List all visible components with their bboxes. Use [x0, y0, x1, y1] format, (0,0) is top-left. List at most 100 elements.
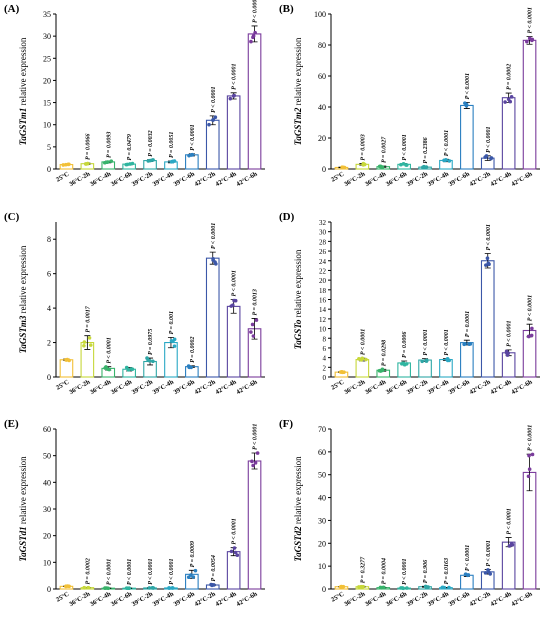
data-point — [420, 359, 424, 363]
bar — [248, 34, 261, 169]
data-point — [463, 342, 467, 346]
p-value-label: P < 0.0001 — [360, 329, 366, 355]
data-point — [447, 586, 451, 590]
x-tick-label: 42°C-4h — [214, 590, 238, 608]
data-point — [194, 569, 198, 573]
data-point — [109, 159, 113, 163]
data-point — [249, 40, 253, 44]
y-tick-label: 4 — [323, 355, 327, 363]
data-point — [64, 358, 68, 362]
x-tick-label: 39°C-4h — [427, 378, 451, 396]
y-axis-label-suffix: relative expression — [18, 245, 28, 315]
y-axis-label-suffix: relative expression — [293, 249, 303, 319]
data-point — [173, 338, 177, 342]
data-point — [171, 586, 175, 590]
p-value-label: P < 0.0001 — [528, 295, 534, 321]
x-tick-label: 39°C-2h — [406, 590, 430, 608]
p-value-label: P < 0.0001 — [253, 0, 259, 23]
data-point — [251, 36, 255, 40]
x-tick-label: 36°C-6h — [385, 170, 409, 188]
y-tick-label: 10 — [43, 121, 51, 130]
data-point — [489, 157, 493, 161]
y-tick-label: 0 — [47, 585, 51, 594]
x-tick-label: 39°C-6h — [173, 590, 197, 608]
p-value-label: P = 0.0298 — [381, 340, 387, 366]
x-tick-label: 36°C-4h — [364, 170, 388, 188]
data-point — [125, 366, 129, 370]
x-tick-label: 39°C-4h — [152, 590, 176, 608]
y-tick-label: 6 — [323, 345, 327, 353]
data-point — [364, 358, 368, 362]
data-point — [254, 461, 258, 465]
y-tick-label: 26 — [319, 248, 327, 256]
data-point — [405, 586, 409, 590]
panel-label: (C) — [4, 211, 20, 223]
p-value-label: P = 0.0093 — [106, 132, 112, 158]
data-point — [253, 31, 257, 35]
data-point — [64, 584, 68, 588]
p-value-label: P < 0.0001 — [106, 559, 112, 585]
x-tick-label: 42°C-6h — [235, 378, 259, 396]
bar — [186, 155, 199, 169]
y-axis-label-gene: TaGSTm2 — [293, 107, 303, 145]
data-point — [229, 97, 233, 101]
data-point — [357, 585, 361, 589]
data-point — [488, 572, 492, 576]
data-point — [525, 40, 529, 44]
bar — [461, 575, 474, 589]
y-tick-label: 15 — [43, 99, 51, 108]
x-tick-label: 36°C-2h — [343, 590, 367, 608]
x-tick-label: 42°C-2h — [468, 378, 492, 396]
data-point — [124, 163, 128, 167]
data-point — [234, 551, 238, 555]
x-tick-label: 39°C-4h — [427, 590, 451, 608]
y-tick-label: 0 — [47, 165, 51, 174]
data-point — [527, 335, 531, 339]
p-value-label: P < 0.0001 — [232, 63, 238, 89]
data-point — [151, 158, 155, 162]
data-point — [88, 336, 92, 340]
y-tick-label: 50 — [43, 452, 51, 461]
y-tick-label: 20 — [318, 539, 326, 548]
data-point — [252, 334, 256, 338]
data-point — [249, 330, 253, 334]
p-value-label: P < 0.0001 — [444, 130, 450, 156]
data-point — [467, 342, 471, 346]
p-value-label: P < 0.0001 — [444, 329, 450, 355]
y-tick-label: 100 — [314, 10, 326, 19]
y-axis-label-suffix: relative expression — [293, 456, 303, 526]
x-tick-label: 42°C-4h — [489, 590, 513, 608]
data-point — [378, 165, 382, 169]
panel-label: (E) — [4, 418, 19, 430]
p-value-label: P < 0.0001 — [486, 126, 492, 152]
data-point — [251, 464, 255, 468]
y-axis-label-gene: TaGSTo — [293, 319, 303, 349]
y-tick-label: 0 — [322, 585, 326, 594]
data-point — [231, 303, 235, 307]
data-point — [424, 585, 428, 589]
bar — [461, 105, 474, 169]
y-tick-label: 70 — [318, 425, 326, 434]
x-tick-label: 39°C-2h — [131, 378, 155, 396]
x-tick-label: 39°C-6h — [448, 590, 472, 608]
data-point — [342, 585, 346, 589]
y-axis-label-suffix: relative expression — [293, 37, 303, 107]
data-point — [86, 162, 90, 166]
p-value-label: P < 0.0001 — [507, 321, 513, 347]
x-tick-label: 42°C-6h — [510, 590, 534, 608]
p-value-label: P < 0.0001 — [465, 545, 471, 571]
y-tick-label: 30 — [319, 229, 327, 237]
p-value-label: P < 0.0001 — [465, 73, 471, 99]
y-tick-label: 30 — [43, 505, 51, 514]
bar — [461, 343, 474, 377]
bar — [206, 258, 219, 377]
data-point — [83, 340, 87, 344]
x-tick-label: 42°C-2h — [193, 590, 217, 608]
data-point — [528, 467, 532, 471]
data-point — [506, 353, 510, 357]
p-value-label: P = 0.0003 — [360, 134, 366, 160]
